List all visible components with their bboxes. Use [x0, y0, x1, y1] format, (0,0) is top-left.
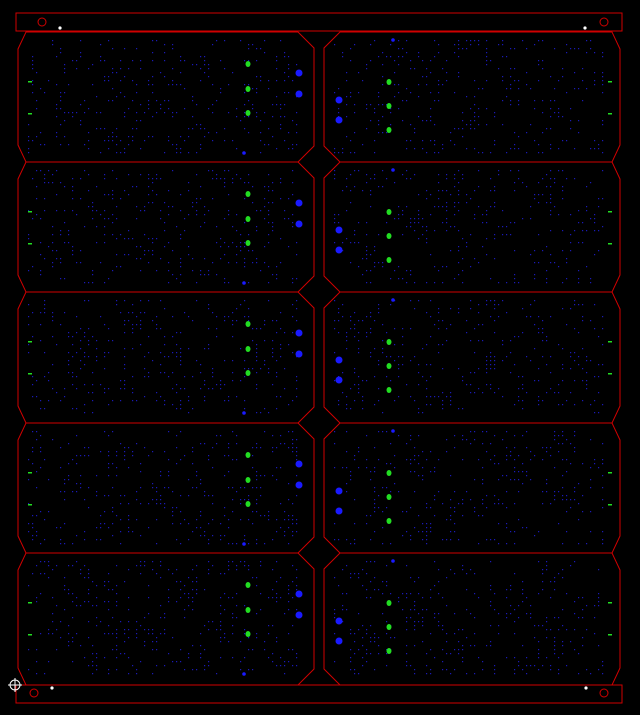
test-point	[245, 501, 251, 507]
test-point	[386, 470, 392, 476]
edge-pad	[28, 602, 32, 604]
via	[295, 220, 303, 228]
via	[335, 226, 343, 234]
via	[295, 329, 303, 337]
test-point	[386, 518, 392, 524]
test-point	[386, 494, 392, 500]
test-point	[245, 240, 251, 246]
via	[335, 487, 343, 495]
test-point	[245, 631, 251, 637]
edge-pad	[608, 211, 612, 213]
edge-pad	[608, 243, 612, 245]
edge-pad	[28, 373, 32, 375]
via	[391, 559, 395, 563]
edge-pad	[608, 472, 612, 474]
test-point	[245, 61, 251, 67]
test-point	[245, 477, 251, 483]
via	[335, 637, 343, 645]
via	[295, 481, 303, 489]
via	[335, 96, 343, 104]
edge-pad	[28, 211, 32, 213]
test-point	[386, 363, 392, 369]
tooling-hole	[29, 688, 39, 698]
via	[335, 376, 343, 384]
boards	[17, 31, 621, 686]
top-rail	[15, 12, 623, 32]
via	[242, 672, 246, 676]
via	[295, 350, 303, 358]
board-outline	[323, 552, 621, 686]
via	[391, 429, 395, 433]
via	[391, 298, 395, 302]
tooling-hole	[37, 17, 47, 27]
test-point	[245, 216, 251, 222]
via	[242, 151, 246, 155]
test-point	[386, 600, 392, 606]
edge-pad	[28, 113, 32, 115]
via	[391, 168, 395, 172]
via	[335, 356, 343, 364]
test-point	[245, 86, 251, 92]
test-point	[386, 127, 392, 133]
via	[242, 542, 246, 546]
via	[295, 90, 303, 98]
board	[17, 552, 315, 686]
fiducial	[584, 686, 588, 690]
test-point	[386, 648, 392, 654]
board-outline	[17, 552, 315, 686]
test-point	[245, 582, 251, 588]
edge-pad	[28, 634, 32, 636]
fiducial	[58, 26, 62, 30]
origin-marker	[8, 678, 22, 692]
test-point	[245, 191, 251, 197]
test-point	[386, 79, 392, 85]
via	[295, 199, 303, 207]
test-point	[245, 452, 251, 458]
tooling-hole	[599, 17, 609, 27]
test-point	[386, 339, 392, 345]
edge-pad	[608, 81, 612, 83]
test-point	[386, 257, 392, 263]
test-point	[245, 370, 251, 376]
via	[295, 590, 303, 598]
edge-pad	[608, 504, 612, 506]
edge-pad	[608, 373, 612, 375]
test-point	[386, 103, 392, 109]
edge-pad	[608, 341, 612, 343]
edge-pad	[608, 634, 612, 636]
via	[242, 411, 246, 415]
edge-pad	[28, 341, 32, 343]
fiducial	[50, 686, 54, 690]
test-point	[245, 321, 251, 327]
test-point	[386, 624, 392, 630]
via	[295, 69, 303, 77]
test-point	[386, 209, 392, 215]
test-point	[245, 110, 251, 116]
via	[295, 460, 303, 468]
test-point	[245, 607, 251, 613]
board	[323, 552, 621, 686]
via	[242, 281, 246, 285]
fiducial	[583, 26, 587, 30]
via	[335, 246, 343, 254]
via	[295, 611, 303, 619]
tooling-hole	[599, 688, 609, 698]
edge-pad	[28, 81, 32, 83]
bottom-rail	[15, 684, 623, 704]
via	[335, 617, 343, 625]
via	[335, 116, 343, 124]
edge-pad	[608, 602, 612, 604]
via	[391, 38, 395, 42]
via	[335, 507, 343, 515]
test-point	[386, 387, 392, 393]
edge-pad	[608, 113, 612, 115]
edge-pad	[28, 472, 32, 474]
test-point	[245, 346, 251, 352]
edge-pad	[28, 504, 32, 506]
edge-pad	[28, 243, 32, 245]
test-point	[386, 233, 392, 239]
